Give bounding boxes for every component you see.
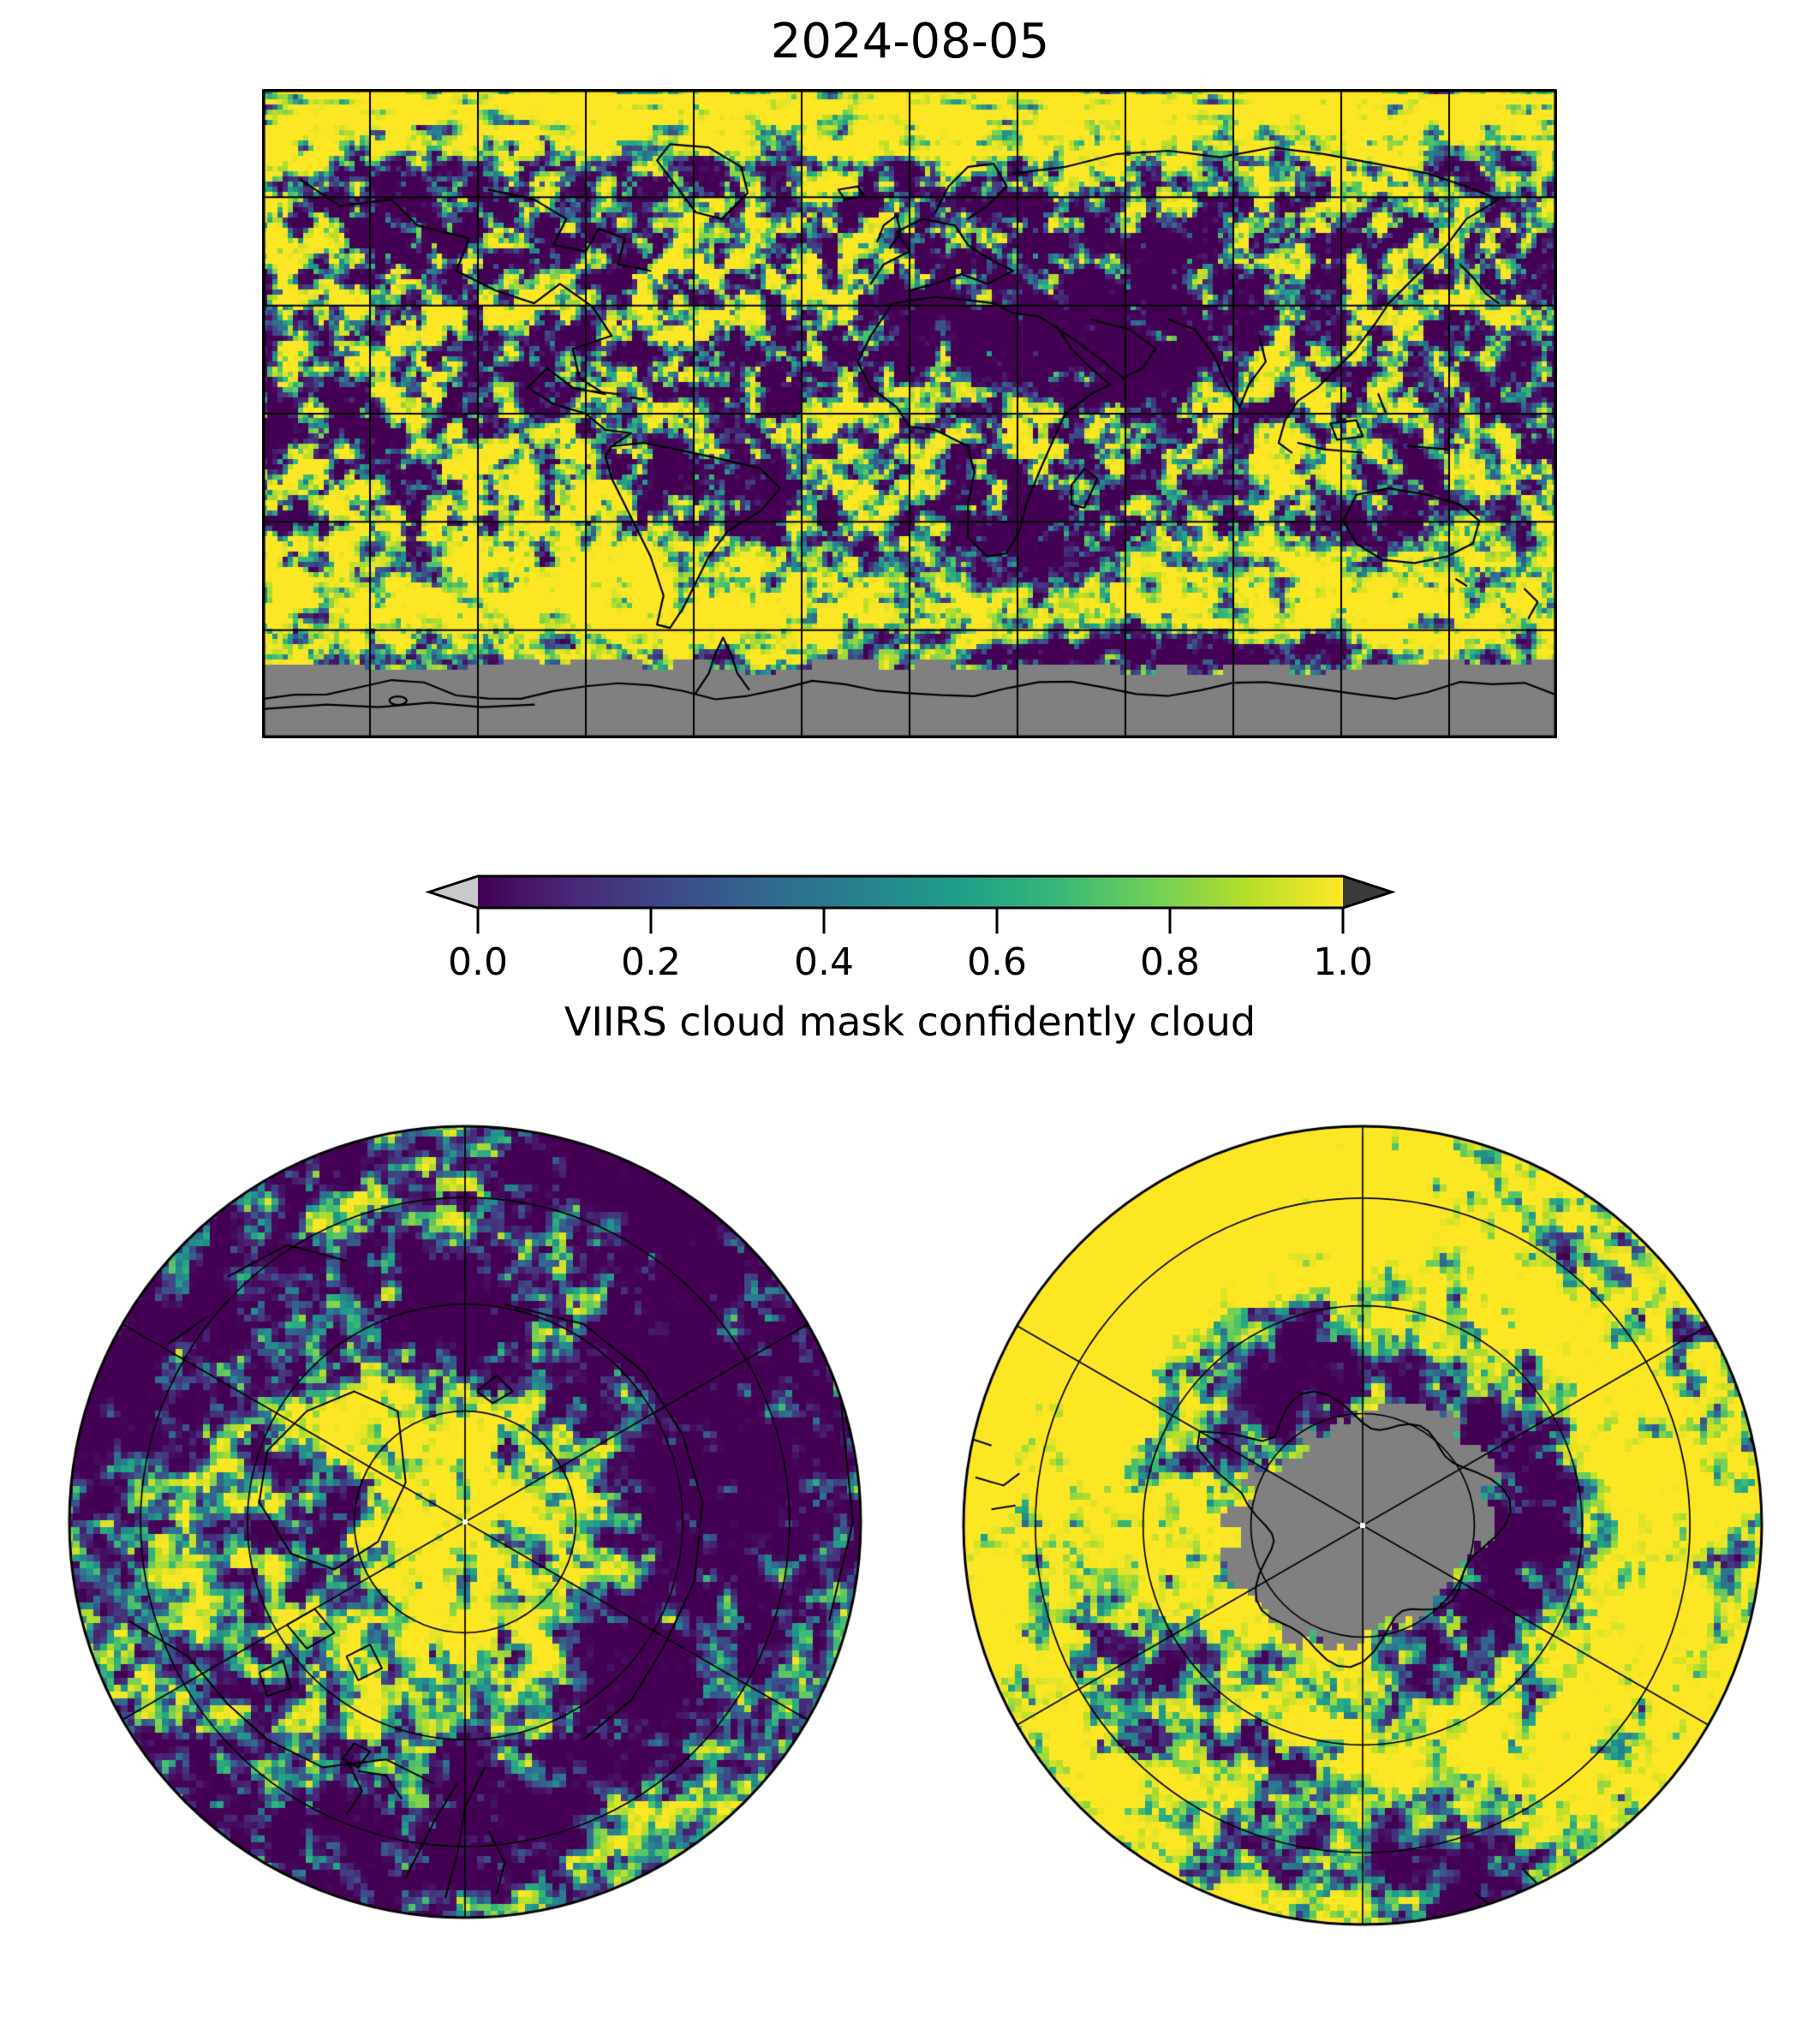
colorbar-over-arrow	[1343, 876, 1392, 908]
figure-title: 2024-08-05	[770, 14, 1050, 69]
colorbar-bar	[478, 876, 1343, 908]
colorbar-tick-label: 0.6	[967, 940, 1027, 984]
colorbar	[425, 874, 1396, 934]
colorbar-ticks	[476, 908, 1345, 934]
colorbar-tick-label: 0.4	[794, 940, 854, 984]
global-map-panel	[262, 89, 1557, 738]
colorbar-tick-label: 0.2	[621, 940, 681, 984]
colorbar-tick-label: 1.0	[1313, 940, 1373, 984]
colorbar-tick-label: 0.8	[1140, 940, 1200, 984]
colorbar-tick-label: 0.0	[448, 940, 508, 984]
north-polar-panel	[66, 1123, 864, 1921]
colorbar-under-arrow	[429, 876, 478, 908]
south-polar-panel	[960, 1123, 1765, 1928]
colorbar-axis-label: VIIRS cloud mask confidently cloud	[564, 999, 1256, 1045]
colorbar-tick-labels: 0.0 0.2 0.4 0.6 0.8 1.0	[0, 940, 1820, 988]
